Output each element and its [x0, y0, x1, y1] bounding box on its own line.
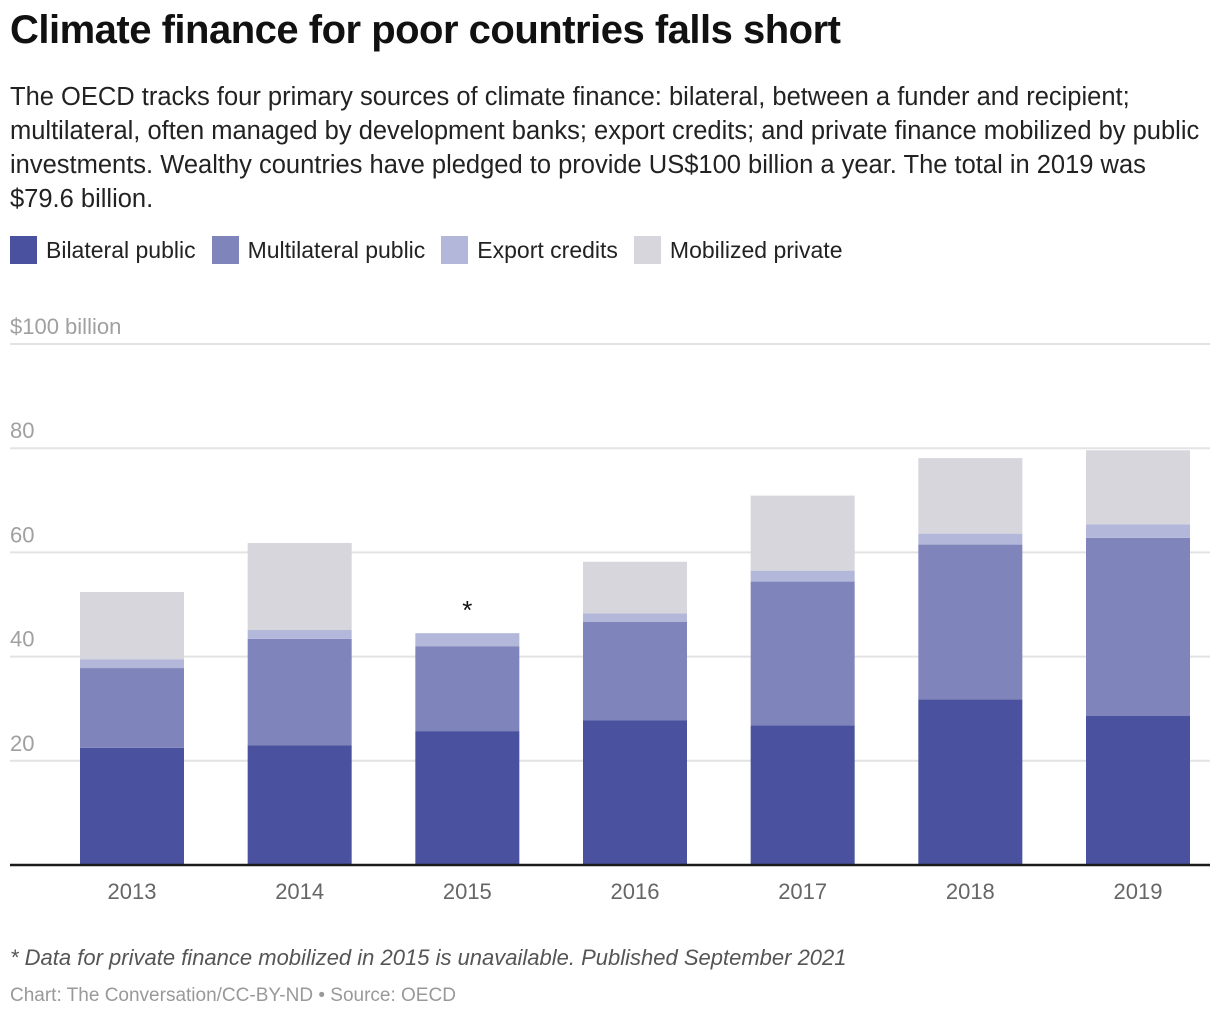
bar-multilateral-public-2016 [583, 621, 687, 721]
footnote: * Data for private finance mobilized in … [10, 945, 847, 970]
x-tick-label: 2016 [611, 879, 660, 904]
bar-export-credits-2018 [918, 533, 1023, 545]
bar-multilateral-public-2015 [415, 646, 520, 732]
chart-title: Climate finance for poor countries falls… [10, 8, 841, 52]
legend-item-private: Mobilized private [633, 236, 843, 264]
chart-plot: 20 40 60 80 $100 billion 2013 2014 2015 2016 2017… [10, 314, 1210, 904]
bar-mobilized-private-2013 [80, 591, 184, 660]
bar-mobilized-private-2019 [1086, 450, 1190, 525]
bar-multilateral-public-2014 [247, 638, 352, 746]
bars [80, 450, 1190, 865]
y-tick-label: 40 [10, 627, 34, 652]
chart-subtitle: The OECD tracks four primary sources of … [10, 83, 1200, 213]
bar-bilateral-public-2013 [80, 747, 184, 865]
y-tick-label: 80 [10, 418, 34, 443]
annotation-asterisk: * [462, 595, 472, 625]
x-tick-label: 2014 [275, 879, 324, 904]
x-tick-label: 2019 [1114, 879, 1163, 904]
bar-export-credits-2013 [80, 659, 184, 669]
source-credit: Chart: The Conversation/CC-BY-ND • Sourc… [10, 985, 456, 1006]
legend: Bilateral public Multilateral public Exp… [10, 236, 859, 264]
x-tick-label: 2013 [108, 879, 157, 904]
bar-bilateral-public-2014 [247, 745, 352, 865]
legend-label-export: Export credits [477, 236, 618, 263]
bar-stack-2016 [583, 561, 687, 865]
bar-stack-2018 [918, 458, 1023, 865]
bar-stack-2015 [415, 633, 520, 865]
bar-stack-2014 [247, 543, 352, 865]
bar-bilateral-public-2016 [583, 720, 687, 865]
bar-export-credits-2019 [1086, 524, 1190, 538]
bar-bilateral-public-2019 [1086, 715, 1190, 865]
x-tick-label: 2015 [443, 879, 492, 904]
bar-export-credits-2015 [415, 633, 520, 647]
bar-export-credits-2016 [583, 613, 687, 622]
legend-swatch-private [633, 236, 661, 264]
legend-item-multilateral: Multilateral public [211, 236, 426, 264]
y-tick-label: 60 [10, 522, 34, 547]
x-tick-label: 2017 [778, 879, 827, 904]
bar-stack-2017 [750, 495, 855, 865]
y-tick-label: $100 billion [10, 314, 121, 339]
bar-bilateral-public-2018 [918, 699, 1023, 865]
legend-item-export: Export credits [441, 236, 618, 264]
bar-stack-2013 [80, 591, 184, 865]
legend-swatch-bilateral [10, 236, 37, 264]
bar-bilateral-public-2017 [750, 725, 855, 865]
x-tick-label: 2018 [946, 879, 995, 904]
bar-mobilized-private-2016 [583, 561, 687, 614]
bar-export-credits-2017 [750, 570, 855, 582]
legend-swatch-multilateral [211, 236, 239, 264]
axes: 20 40 60 80 $100 billion 2013 2014 2015 2016 2017… [10, 314, 1210, 904]
legend-swatch-export [441, 236, 469, 264]
bar-mobilized-private-2018 [918, 458, 1023, 534]
bar-mobilized-private-2017 [750, 495, 855, 571]
bar-multilateral-public-2017 [750, 581, 855, 726]
bar-multilateral-public-2018 [918, 544, 1023, 700]
y-tick-label: 20 [10, 731, 34, 756]
bar-multilateral-public-2013 [80, 668, 184, 748]
legend-label-bilateral: Bilateral public [46, 236, 196, 263]
bar-mobilized-private-2014 [247, 543, 352, 631]
bar-export-credits-2014 [247, 630, 352, 639]
bar-bilateral-public-2015 [415, 731, 520, 865]
bar-stack-2019 [1086, 450, 1190, 865]
legend-item-bilateral: Bilateral public [10, 236, 196, 264]
legend-label-private: Mobilized private [669, 236, 843, 263]
legend-label-multilateral: Multilateral public [247, 236, 426, 263]
bar-multilateral-public-2019 [1086, 537, 1190, 716]
